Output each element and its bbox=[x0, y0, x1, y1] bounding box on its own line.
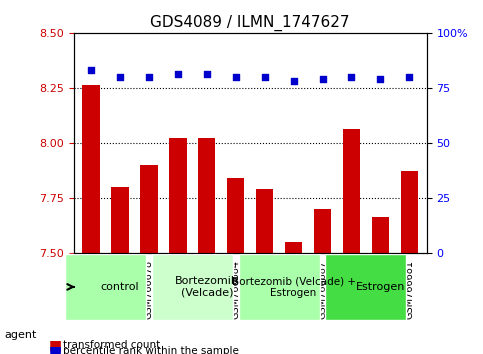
Point bbox=[377, 76, 384, 81]
Text: agent: agent bbox=[5, 330, 37, 339]
Text: percentile rank within the sample: percentile rank within the sample bbox=[63, 346, 239, 354]
Text: ■: ■ bbox=[48, 344, 61, 354]
Point bbox=[87, 67, 95, 73]
Point bbox=[405, 74, 413, 79]
Text: Bortezomib (Velcade) +
Estrogen: Bortezomib (Velcade) + Estrogen bbox=[231, 276, 355, 298]
Point bbox=[261, 74, 269, 79]
Bar bbox=[343, 129, 360, 252]
Point bbox=[203, 72, 211, 77]
Bar bbox=[169, 138, 186, 252]
Bar bbox=[372, 217, 389, 252]
Bar bbox=[314, 209, 331, 252]
Text: Bortezomib
(Velcade): Bortezomib (Velcade) bbox=[175, 276, 239, 298]
Bar bbox=[285, 241, 302, 252]
Point bbox=[116, 74, 124, 79]
Point bbox=[174, 72, 182, 77]
Bar bbox=[198, 138, 215, 252]
Title: GDS4089 / ILMN_1747627: GDS4089 / ILMN_1747627 bbox=[150, 15, 350, 31]
FancyBboxPatch shape bbox=[239, 254, 320, 320]
Bar bbox=[227, 178, 244, 252]
Text: ■: ■ bbox=[48, 338, 61, 352]
FancyBboxPatch shape bbox=[326, 254, 406, 320]
Point bbox=[145, 74, 153, 79]
Text: transformed count: transformed count bbox=[63, 340, 160, 350]
Bar bbox=[140, 165, 157, 252]
Point bbox=[348, 74, 355, 79]
FancyBboxPatch shape bbox=[152, 254, 233, 320]
Point bbox=[319, 76, 327, 81]
Bar bbox=[256, 189, 273, 252]
Bar bbox=[400, 171, 418, 252]
FancyBboxPatch shape bbox=[65, 254, 146, 320]
Text: Estrogen: Estrogen bbox=[355, 282, 405, 292]
Point bbox=[232, 74, 240, 79]
Point bbox=[290, 78, 298, 84]
Bar bbox=[83, 85, 100, 252]
Bar bbox=[112, 187, 128, 252]
Text: control: control bbox=[101, 282, 139, 292]
